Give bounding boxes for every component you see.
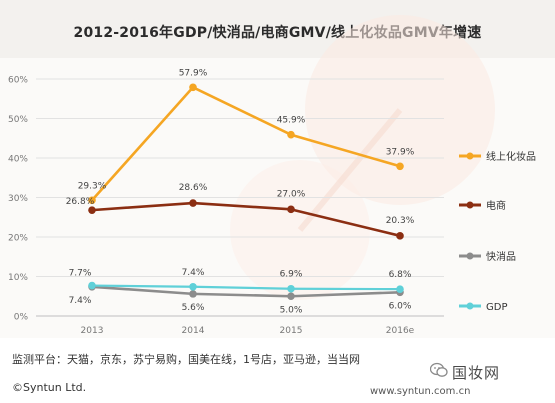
data-point [287, 284, 295, 293]
y-tick-label: 50% [8, 115, 28, 125]
brand-name: 国妆网 [452, 364, 501, 382]
y-tick-label: 10% [8, 273, 28, 283]
series-line-2 [91, 285, 401, 298]
series-lines [91, 85, 401, 298]
data-label: 27.0% [277, 189, 306, 199]
copyright: ©Syntun Ltd. [12, 381, 87, 394]
x-tick-label: 2015 [280, 326, 303, 336]
data-label: 37.9% [386, 147, 415, 157]
legend-marker [466, 201, 474, 209]
data-label: 7.7% [69, 269, 92, 279]
series-line-0 [91, 85, 401, 202]
data-point [88, 281, 96, 290]
x-tick-label: 2014 [182, 326, 205, 336]
data-point [287, 130, 295, 139]
series-line-3 [91, 284, 401, 291]
data-point [189, 290, 197, 298]
legend-label: 电商 [486, 199, 506, 212]
data-point [189, 199, 197, 207]
data-point [88, 196, 96, 205]
website-url: www.syntun.com.cn [370, 386, 471, 397]
y-tick-label: 0% [14, 313, 29, 323]
data-label: 20.3% [386, 216, 415, 226]
data-label: 5.6% [182, 303, 205, 313]
data-label: 7.4% [69, 296, 92, 306]
data-label: 7.4% [182, 268, 205, 278]
x-axis-ticks: 2013 2014 2015 2016e [81, 326, 415, 336]
legend-marker [466, 152, 474, 160]
data-labels: 29.3% 57.9% 45.9% 37.9% 26.8% 28.6% 27.0% 20.3%… [66, 68, 415, 315]
y-tick-label: 30% [8, 194, 28, 204]
line-chart: 0% 10% 20% 30% 40% 50% 60% 2013 2014 2015 2016e 2… [8, 15, 536, 336]
data-label: 45.9% [277, 116, 306, 126]
data-label: 26.8% [66, 197, 95, 207]
source-note: 监测平台：天猫，京东，苏宁易购，国美在线，1号店，亚马逊，当当网 [12, 353, 360, 366]
data-point [396, 285, 404, 293]
wechat-icon [430, 362, 448, 377]
legend-label: 快消品 [486, 250, 516, 263]
legend-marker [466, 252, 474, 260]
footer [0, 338, 555, 403]
x-tick-label: 2013 [81, 326, 104, 336]
legend-marker [466, 302, 474, 310]
y-tick-label: 40% [8, 155, 28, 165]
data-label: 6.9% [280, 270, 303, 280]
x-tick-label: 2016e [386, 326, 415, 336]
y-axis-ticks: 0% 10% 20% 30% 40% 50% 60% [8, 76, 28, 323]
data-point [287, 205, 295, 214]
legend-label: 线上化妆品 [486, 150, 536, 163]
data-point [189, 282, 197, 291]
y-tick-label: 60% [8, 76, 28, 86]
data-label: 29.3% [78, 181, 107, 191]
data-point [189, 83, 197, 92]
data-label: 5.0% [280, 305, 303, 315]
data-point [287, 292, 295, 301]
data-point [396, 162, 404, 171]
data-label: 6.0% [389, 301, 412, 311]
data-point [396, 232, 404, 240]
data-point [88, 206, 96, 214]
data-label: 28.6% [179, 183, 208, 193]
series-points [88, 83, 404, 301]
data-label: 57.9% [179, 68, 208, 78]
series-line-1 [91, 201, 401, 238]
y-tick-label: 20% [8, 234, 28, 244]
legend-label: GDP [486, 302, 507, 313]
decor-link [297, 108, 403, 232]
data-label: 6.8% [389, 270, 412, 280]
